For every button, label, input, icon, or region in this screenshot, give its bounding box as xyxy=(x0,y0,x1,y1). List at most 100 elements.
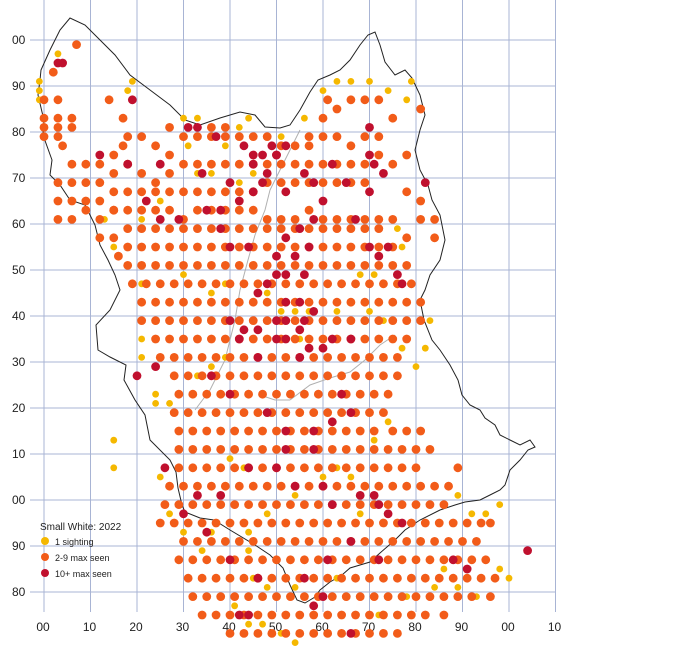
sighting-marker xyxy=(234,196,244,206)
sighting-marker xyxy=(327,389,337,399)
sighting-marker xyxy=(453,463,463,473)
sighting-marker xyxy=(197,353,207,362)
sighting-marker xyxy=(188,500,198,509)
sighting-marker xyxy=(397,518,407,528)
sighting-marker xyxy=(244,555,254,565)
sighting-marker xyxy=(360,215,370,224)
sighting-marker xyxy=(360,297,370,307)
sighting-marker xyxy=(383,555,393,565)
legend-title: Small White: 2022 xyxy=(40,522,122,533)
sighting-marker xyxy=(39,113,49,123)
sighting-marker xyxy=(202,592,212,601)
sighting-marker xyxy=(393,610,402,620)
sighting-marker xyxy=(193,205,202,215)
sighting-marker xyxy=(365,371,374,381)
sighting-marker xyxy=(262,297,272,307)
sighting-marker xyxy=(281,610,291,620)
sighting-marker xyxy=(351,371,360,381)
sighting-marker xyxy=(393,629,402,638)
sighting-marker xyxy=(416,215,426,224)
sighting-marker xyxy=(476,573,486,583)
sighting-marker xyxy=(351,353,360,362)
sighting-marker xyxy=(53,95,63,105)
sighting-marker xyxy=(397,463,407,473)
sighting-marker xyxy=(245,114,253,122)
sighting-marker xyxy=(81,196,91,206)
sighting-marker xyxy=(123,187,133,197)
sighting-marker xyxy=(346,95,356,105)
sighting-marker xyxy=(420,573,430,583)
sighting-marker xyxy=(207,371,216,381)
sighting-marker xyxy=(374,251,384,261)
sighting-marker xyxy=(202,445,212,454)
sighting-marker xyxy=(249,170,257,177)
sighting-marker xyxy=(462,564,472,574)
sighting-marker xyxy=(67,215,77,224)
sighting-marker xyxy=(388,316,398,325)
sighting-marker xyxy=(448,573,458,583)
sighting-marker xyxy=(365,279,374,289)
sighting-marker xyxy=(202,205,212,215)
sighting-marker xyxy=(383,463,393,473)
sighting-marker xyxy=(365,150,374,160)
sighting-marker xyxy=(124,87,132,94)
sighting-marker xyxy=(351,215,360,224)
sighting-marker xyxy=(309,279,319,289)
sighting-marker xyxy=(234,610,244,620)
sighting-marker xyxy=(165,316,174,325)
sighting-marker xyxy=(262,215,272,224)
sighting-marker xyxy=(295,297,305,307)
sighting-marker xyxy=(332,178,342,188)
sighting-marker xyxy=(318,592,328,601)
sighting-marker xyxy=(151,224,161,234)
sighting-marker xyxy=(235,124,243,131)
sighting-marker xyxy=(183,408,193,417)
sighting-marker xyxy=(369,389,379,399)
sighting-marker xyxy=(300,426,309,436)
sighting-marker xyxy=(482,510,490,518)
sighting-marker xyxy=(318,261,328,270)
sighting-marker xyxy=(309,573,319,583)
sighting-marker xyxy=(411,592,421,601)
sighting-marker xyxy=(152,400,160,407)
sighting-marker xyxy=(327,426,337,436)
sighting-marker xyxy=(248,537,258,546)
sighting-marker xyxy=(253,279,263,289)
sighting-marker xyxy=(272,500,281,509)
sighting-marker xyxy=(207,159,216,169)
sighting-marker xyxy=(160,463,170,473)
sighting-marker xyxy=(318,481,328,491)
sighting-marker xyxy=(496,501,504,508)
sighting-marker xyxy=(393,573,402,583)
sighting-marker xyxy=(332,297,342,307)
sighting-marker xyxy=(505,574,513,582)
sighting-marker xyxy=(383,509,393,519)
sighting-marker xyxy=(290,537,300,546)
sighting-marker xyxy=(272,445,281,454)
sighting-marker xyxy=(248,132,258,142)
sighting-marker xyxy=(262,132,272,142)
sighting-marker xyxy=(374,261,384,270)
sighting-marker xyxy=(388,334,398,344)
sighting-marker xyxy=(323,279,333,289)
sighting-marker xyxy=(398,243,406,251)
sighting-marker xyxy=(355,592,365,601)
sighting-marker xyxy=(295,518,305,528)
sighting-marker xyxy=(468,510,476,518)
sighting-marker xyxy=(211,132,221,142)
sighting-marker xyxy=(188,592,198,601)
sighting-marker xyxy=(360,261,370,270)
sighting-marker xyxy=(53,123,63,132)
sighting-marker xyxy=(496,565,504,573)
sighting-marker xyxy=(467,555,477,565)
sighting-marker xyxy=(379,408,388,417)
sighting-marker xyxy=(207,224,216,234)
sighting-marker xyxy=(151,178,161,188)
sighting-marker xyxy=(151,362,161,371)
sighting-marker xyxy=(393,353,402,362)
sighting-marker xyxy=(360,159,370,169)
sighting-marker xyxy=(118,141,128,151)
sighting-marker xyxy=(346,629,356,638)
sighting-marker xyxy=(258,555,267,565)
sighting-marker xyxy=(281,371,291,381)
